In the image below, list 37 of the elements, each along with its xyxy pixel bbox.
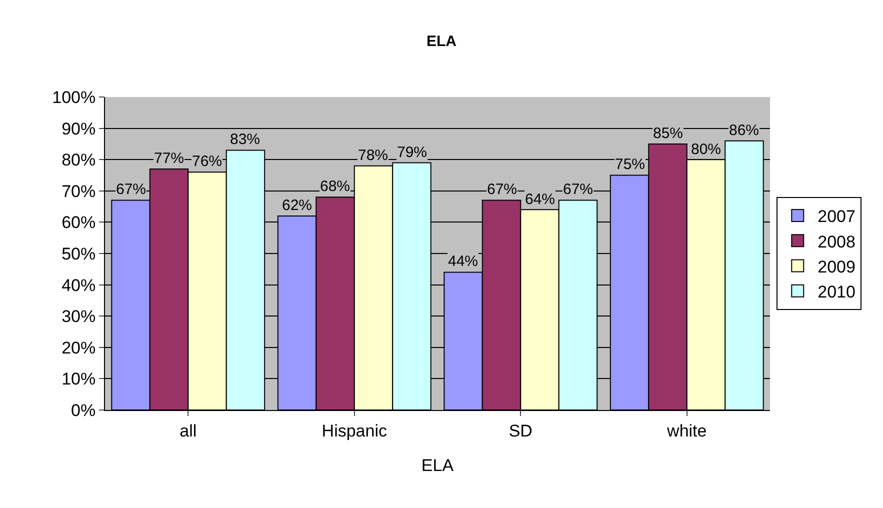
legend-label: 2010: [818, 282, 856, 302]
data-label: 44%: [448, 253, 478, 270]
x-tick-label: all: [180, 421, 197, 440]
data-label: 67%: [116, 181, 146, 198]
y-tick-label: 50%: [62, 244, 96, 264]
x-axis-title: ELA: [421, 456, 454, 475]
data-label: 64%: [525, 191, 556, 208]
legend-label: 2009: [818, 257, 856, 276]
data-label: 79%: [397, 144, 428, 161]
y-tick-label: 80%: [62, 150, 96, 170]
x-tick-label: white: [666, 421, 707, 440]
data-label: 80%: [691, 141, 722, 158]
y-tick-label: 70%: [62, 182, 96, 201]
y-tick-label: 0%: [71, 400, 96, 420]
y-tick-label: 60%: [62, 213, 96, 232]
x-tick-label: SD: [508, 421, 532, 440]
chart-title: ELA: [426, 33, 457, 50]
data-label: 76%: [192, 153, 222, 170]
data-label: 86%: [729, 122, 760, 139]
data-label: 78%: [358, 147, 388, 164]
y-tick-label: 90%: [62, 119, 96, 138]
data-label: 85%: [653, 125, 684, 142]
data-label: 75%: [615, 156, 646, 173]
y-tick-label: 40%: [62, 276, 96, 295]
x-tick-label: Hispanic: [322, 421, 388, 440]
y-tick-label: 30%: [62, 307, 96, 326]
data-label: 67%: [487, 181, 518, 198]
y-tick-label: 10%: [62, 370, 96, 389]
data-label: 83%: [230, 131, 260, 148]
data-label: 62%: [282, 197, 312, 214]
legend-label: 2007: [818, 207, 856, 226]
y-tick-label: 100%: [52, 88, 96, 107]
data-label: 77%: [154, 150, 184, 167]
legend-label: 2008: [818, 232, 856, 252]
y-tick-label: 20%: [62, 338, 96, 358]
data-label: 68%: [320, 178, 350, 195]
data-label: 67%: [563, 181, 594, 198]
